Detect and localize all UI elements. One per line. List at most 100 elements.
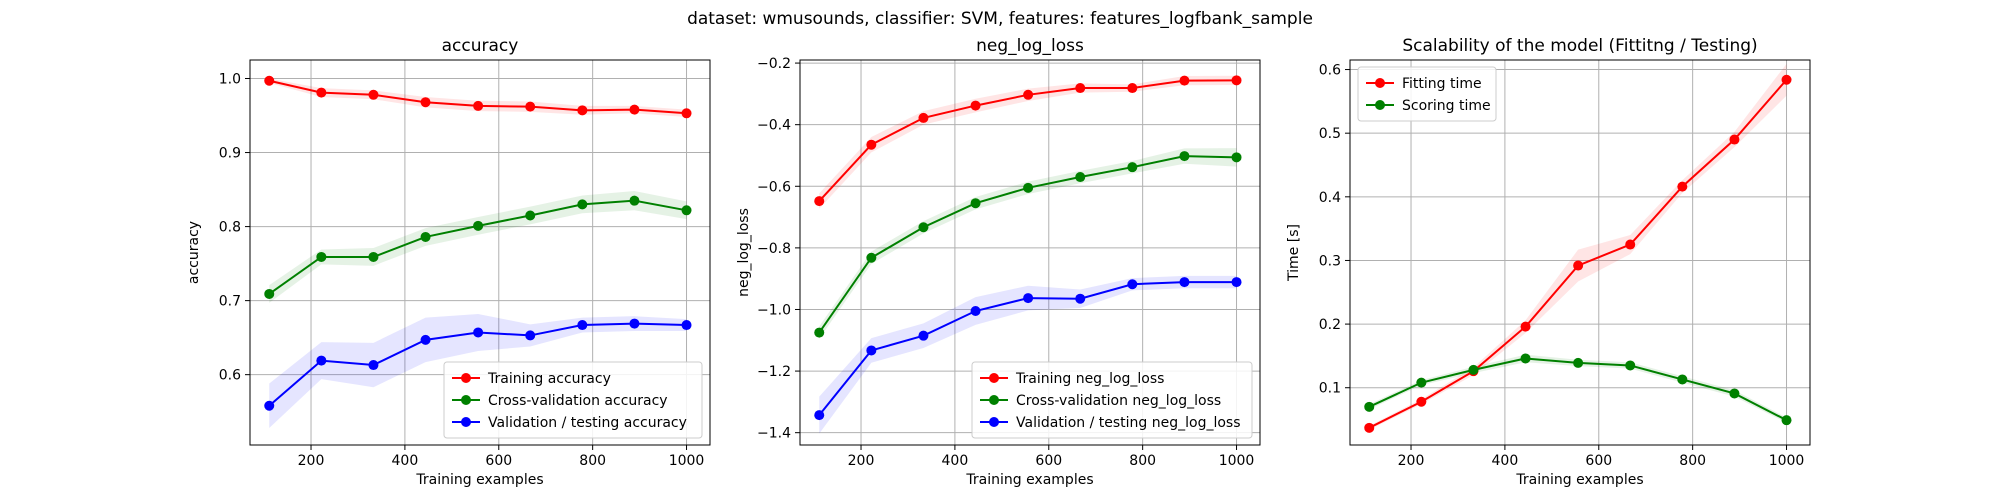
series-band bbox=[269, 191, 687, 303]
legend: Training accuracy Cross-validation accura… bbox=[443, 361, 703, 439]
legend-box bbox=[443, 361, 703, 439]
data-point bbox=[577, 199, 588, 210]
data-point bbox=[473, 327, 484, 338]
data-point bbox=[1520, 353, 1531, 364]
x-tick-label: 400 bbox=[392, 453, 419, 469]
x-tick-label: 800 bbox=[579, 453, 606, 469]
data-point bbox=[473, 100, 484, 111]
y-tick-label: 0.6 bbox=[1319, 63, 1341, 79]
data-point bbox=[525, 101, 536, 112]
data-point bbox=[970, 198, 981, 209]
series-line bbox=[268, 199, 687, 295]
data-point bbox=[918, 330, 929, 341]
axes-frame bbox=[1349, 59, 1811, 446]
series-band bbox=[819, 275, 1237, 434]
legend-box bbox=[1357, 66, 1497, 122]
legend-box bbox=[971, 361, 1253, 439]
data-point bbox=[1075, 172, 1086, 183]
x-tick-label: 800 bbox=[1129, 453, 1156, 469]
data-point bbox=[629, 318, 640, 329]
y-tick-label: 0.4 bbox=[1319, 190, 1341, 206]
data-point bbox=[420, 231, 431, 242]
y-tick-label: −0.2 bbox=[757, 56, 791, 72]
x-axis-label: Training examples bbox=[415, 472, 543, 488]
data-point bbox=[1416, 377, 1427, 388]
y-tick-label: 0.6 bbox=[219, 368, 241, 384]
chart-1: 200 400 600 800 1000 0.6 0.7 0.8 0.9 1.0 accuracy T… bbox=[186, 36, 711, 488]
legend-swatch-marker bbox=[1375, 100, 1385, 110]
chart-3: 200 400 600 800 1000 0.1 0.2 0.3 0.4 0.5 0.6 Scalab… bbox=[1286, 36, 1811, 488]
x-tick-label: 600 bbox=[1585, 453, 1612, 469]
data-point bbox=[316, 251, 327, 262]
data-point bbox=[420, 334, 431, 345]
chart-title: neg_log_loss bbox=[976, 36, 1084, 56]
x-tick-label: 1000 bbox=[1769, 453, 1805, 469]
data-point bbox=[368, 360, 379, 371]
data-point bbox=[1416, 396, 1427, 407]
data-point bbox=[970, 306, 981, 317]
y-tick-label: −0.6 bbox=[757, 179, 791, 195]
figure-suptitle: dataset: wmusounds, classifier: SVM, fea… bbox=[687, 9, 1313, 29]
data-point bbox=[1573, 357, 1584, 368]
y-axis-label: Time [s] bbox=[1286, 224, 1302, 282]
y-tick-label: 0.2 bbox=[1319, 317, 1341, 333]
data-point bbox=[1075, 83, 1086, 94]
x-axis-label: Training examples bbox=[965, 472, 1093, 488]
data-point bbox=[1364, 422, 1375, 433]
plots-area: 200 400 600 800 1000 0.6 0.7 0.8 0.9 1.0 accuracy T… bbox=[186, 36, 1811, 488]
data-point bbox=[866, 252, 877, 263]
legend-label: Training accuracy bbox=[487, 371, 611, 387]
legend-label: Validation / testing neg_log_loss bbox=[1016, 415, 1241, 431]
data-point bbox=[1231, 152, 1242, 163]
data-point bbox=[1127, 83, 1138, 94]
y-tick-label: 0.7 bbox=[219, 294, 241, 310]
axes-frame bbox=[249, 59, 711, 446]
chart-title: Scalability of the model (Fittitng / Tes… bbox=[1402, 36, 1757, 56]
x-tick-label: 400 bbox=[942, 453, 969, 469]
data-point bbox=[1023, 89, 1034, 100]
x-tick-label: 1000 bbox=[1219, 453, 1255, 469]
data-point bbox=[316, 87, 327, 98]
x-tick-label: 800 bbox=[1679, 453, 1706, 469]
data-point bbox=[918, 222, 929, 233]
legend-label: Validation / testing accuracy bbox=[488, 415, 687, 431]
x-tick-label: 600 bbox=[485, 453, 512, 469]
data-point bbox=[1231, 277, 1242, 288]
y-tick-label: 0.5 bbox=[1319, 126, 1341, 142]
legend-swatch-marker bbox=[461, 373, 471, 383]
data-point bbox=[577, 320, 588, 331]
y-tick-label: −1.4 bbox=[757, 426, 791, 442]
legend-swatch-marker bbox=[1375, 78, 1385, 88]
data-point bbox=[1573, 260, 1584, 271]
x-tick-label: 400 bbox=[1492, 453, 1519, 469]
data-point bbox=[473, 220, 484, 231]
data-point bbox=[1729, 134, 1740, 145]
data-point bbox=[814, 196, 825, 207]
data-point bbox=[1520, 321, 1531, 332]
data-point bbox=[1179, 75, 1190, 86]
data-point bbox=[1127, 162, 1138, 173]
x-tick-label: 200 bbox=[1398, 453, 1425, 469]
legend-swatch-marker bbox=[989, 395, 999, 405]
legend-swatch-marker bbox=[461, 417, 471, 427]
data-point bbox=[1179, 151, 1190, 162]
y-tick-label: 0.9 bbox=[219, 146, 241, 162]
x-tick-label: 200 bbox=[848, 453, 875, 469]
legend-label: Cross-validation neg_log_loss bbox=[1016, 393, 1221, 409]
data-point bbox=[1468, 364, 1479, 375]
y-tick-label: −0.4 bbox=[757, 118, 791, 134]
x-tick-label: 600 bbox=[1035, 453, 1062, 469]
x-tick-label: 1000 bbox=[669, 453, 705, 469]
data-point bbox=[316, 355, 327, 366]
data-point bbox=[681, 108, 692, 119]
data-point bbox=[1677, 181, 1688, 192]
legend-swatch-marker bbox=[461, 395, 471, 405]
legend-label: Training neg_log_loss bbox=[1015, 371, 1164, 387]
x-tick-label: 200 bbox=[298, 453, 325, 469]
legend: Training neg_log_loss Cross-validation ne… bbox=[971, 361, 1253, 439]
y-tick-label: −1.0 bbox=[757, 302, 791, 318]
y-axis-label: neg_log_loss bbox=[736, 208, 752, 297]
x-axis-label: Training examples bbox=[1515, 472, 1643, 488]
data-point bbox=[866, 139, 877, 150]
y-tick-label: 1.0 bbox=[219, 72, 241, 88]
